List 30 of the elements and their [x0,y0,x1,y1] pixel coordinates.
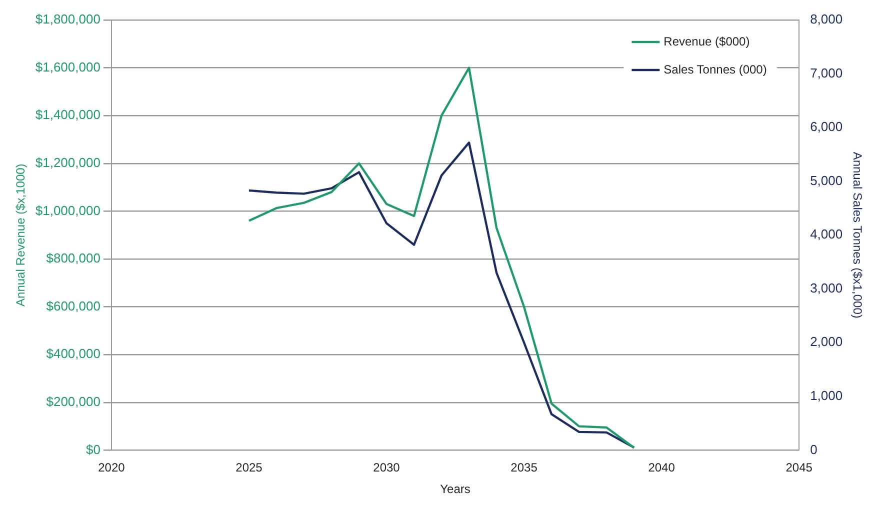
y-tick-label: $400,000 [46,346,100,362]
x-tick-label: 2035 [510,460,538,475]
x-axis-title: Years [440,482,470,496]
y2-tick-label: 6,000 [810,119,843,134]
y2-tick-label: 7,000 [810,65,843,80]
y2-tick-label: 4,000 [810,226,843,242]
y2-axis-title: Annual Sales Tonnes ($x1,000) [850,152,864,318]
x-tick-label: 2020 [98,460,126,475]
y-tick-label: $0 [86,442,100,457]
legend-label: Revenue ($000) [664,34,750,48]
y-tick-label: $200,000 [46,394,100,409]
y2-tick-label: 5,000 [810,172,843,188]
legend-label: Sales Tonnes (000) [664,62,767,76]
y2-tick-label: 2,000 [810,334,843,350]
y2-tick-label: 3,000 [810,280,843,296]
y-tick-label: $1,600,000 [35,59,100,74]
x-tick-label: 2030 [373,460,400,475]
y2-tick-label: 0 [810,442,818,457]
y-axis-title: Annual Revenue ($x,1000) [14,164,28,306]
x-tick-label: 2025 [236,460,263,475]
y-tick-label: $1,200,000 [35,154,100,170]
y-tick-label: $1,800,000 [35,12,100,27]
y-tick-label: $1,000,000 [35,202,100,218]
x-tick-label: 2045 [786,460,813,475]
x-tick-label: 2040 [648,460,676,475]
y-tick-label: $800,000 [46,250,100,266]
y2-tick-label: 1,000 [810,388,843,404]
y-tick-label: $1,400,000 [35,107,100,122]
y-tick-label: $600,000 [46,298,100,314]
y2-tick-label: 8,000 [810,12,843,27]
